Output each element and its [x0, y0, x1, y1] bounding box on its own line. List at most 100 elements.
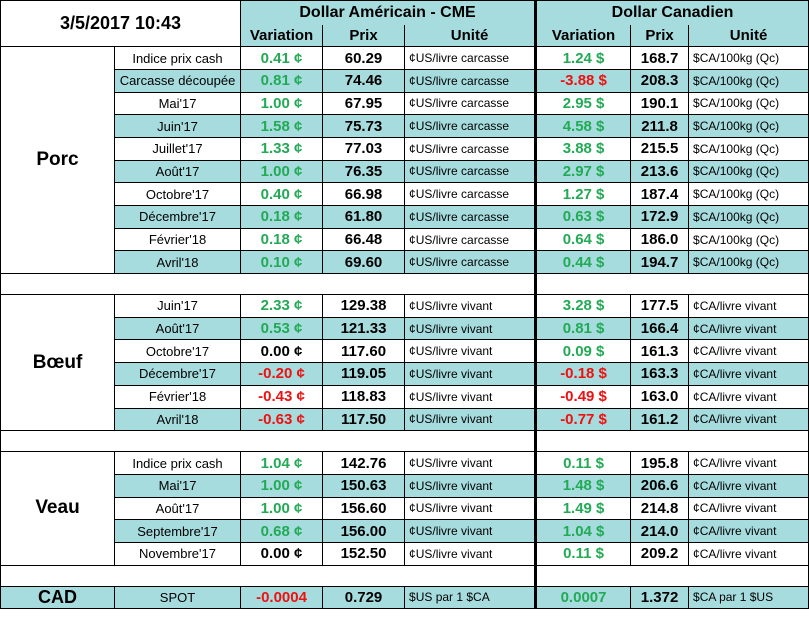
us-unite: ¢US/livre carcasse	[404, 114, 537, 138]
ca-prix: 168.7	[630, 46, 690, 70]
us-prix: 0.729	[322, 585, 406, 610]
ca-unite: $CA par 1 $US	[688, 585, 809, 610]
table-row: Août'17 0.53 ¢ 121.33 ¢US/livre vivant 0.81 …	[1, 316, 809, 341]
ca-variation: 1.24 $	[534, 46, 632, 70]
ca-variation: -0.77 $	[534, 407, 632, 432]
ca-prix: 194.7	[630, 250, 690, 275]
us-unite: ¢US/livre carcasse	[404, 159, 537, 184]
us-variation: 0.18 ¢	[240, 205, 324, 229]
ca-prix: 206.6	[630, 473, 690, 498]
us-variation: 1.00 ¢	[240, 91, 324, 116]
us-variation: 0.53 ¢	[240, 316, 324, 341]
ca-variation: 1.48 $	[534, 473, 632, 498]
row-label: Février'18	[113, 384, 242, 409]
ca-unite: ¢CA/livre vivant	[688, 316, 809, 341]
col-header-ca-unite: Unité	[688, 24, 809, 48]
us-unite: ¢US/livre carcasse	[404, 182, 537, 206]
us-unite: ¢US/livre carcasse	[404, 68, 537, 93]
table-row: Octobre'17 0.40 ¢ 66.98 ¢US/livre carcasse 1…	[1, 182, 809, 206]
us-unite: ¢US/livre vivant	[404, 473, 537, 498]
ca-prix: 1.372	[630, 585, 690, 610]
ca-variation: 3.28 $	[534, 294, 632, 318]
us-prix: 76.35	[322, 159, 406, 184]
row-label: Avril'18	[113, 250, 242, 275]
us-prix: 66.48	[322, 227, 406, 252]
us-unite: ¢US/livre carcasse	[404, 46, 537, 70]
us-variation: 0.68 ¢	[240, 519, 324, 543]
us-unite: ¢US/livre vivant	[404, 384, 537, 409]
us-unite: ¢US/livre vivant	[404, 294, 537, 318]
col-header-us-prix: Prix	[322, 24, 406, 48]
table-row: Juin'17 1.58 ¢ 75.73 ¢US/livre carcasse 4.58…	[1, 114, 809, 138]
us-prix: 117.50	[322, 407, 406, 432]
table-row: Mai'17 1.00 ¢ 67.95 ¢US/livre carcasse 2.95 …	[1, 91, 809, 116]
us-prix: 156.00	[322, 519, 406, 543]
us-variation: 1.04 ¢	[240, 451, 324, 475]
ca-prix: 161.2	[630, 407, 690, 432]
ca-unite: $CA/100kg (Qc)	[688, 114, 809, 138]
row-label: SPOT	[113, 585, 242, 610]
table-row: Décembre'17 0.18 ¢ 61.80 ¢US/livre carcasse…	[1, 205, 809, 229]
table-row: Avril'18 -0.63 ¢ 117.50 ¢US/livre vivant -0.…	[1, 407, 809, 432]
us-prix: 66.98	[322, 182, 406, 206]
us-prix: 150.63	[322, 473, 406, 498]
col-header-us-unite: Unité	[404, 24, 537, 48]
ca-variation: 1.27 $	[534, 182, 632, 206]
table-row: Carcasse découpée 0.81 ¢ 74.46 ¢US/livre ca…	[1, 68, 809, 93]
ca-prix: 211.8	[630, 114, 690, 138]
us-unite: ¢US/livre vivant	[404, 316, 537, 341]
ca-prix: 161.3	[630, 339, 690, 364]
row-label: Juin'17	[113, 294, 242, 318]
row-label: Août'17	[113, 496, 242, 521]
ca-unite: ¢CA/livre vivant	[688, 294, 809, 318]
us-prix: 67.95	[322, 91, 406, 116]
ca-prix: 208.3	[630, 68, 690, 93]
ca-prix: 190.1	[630, 91, 690, 116]
us-variation: 0.10 ¢	[240, 250, 324, 275]
ca-variation: 2.95 $	[534, 91, 632, 116]
ca-variation: -0.49 $	[534, 384, 632, 409]
ca-prix: 187.4	[630, 182, 690, 206]
row-label: Novembre'17	[113, 541, 242, 566]
table-row: Juillet'17 1.33 ¢ 77.03 ¢US/livre carcasse 3…	[1, 136, 809, 161]
us-unite: ¢US/livre vivant	[404, 496, 537, 521]
us-unite: ¢US/livre carcasse	[404, 227, 537, 252]
us-variation: 0.18 ¢	[240, 227, 324, 252]
table-row: Février'18 0.18 ¢ 66.48 ¢US/livre carcasse 0…	[1, 227, 809, 252]
us-variation: -0.0004	[240, 585, 324, 610]
ca-unite: ¢CA/livre vivant	[688, 362, 809, 386]
us-variation: 1.00 ¢	[240, 159, 324, 184]
ca-prix: 163.0	[630, 384, 690, 409]
table-row: Veau Indice prix cash 1.04 ¢ 142.76 ¢US/livr…	[0, 451, 809, 566]
table-row: Août'17 1.00 ¢ 156.60 ¢US/livre vivant 1.49 …	[1, 496, 809, 521]
ca-variation: 1.49 $	[534, 496, 632, 521]
us-variation: 0.40 ¢	[240, 182, 324, 206]
section-spacer	[0, 273, 809, 296]
us-variation: 2.33 ¢	[240, 294, 324, 318]
table-row: Août'17 1.00 ¢ 76.35 ¢US/livre carcasse 2.97…	[1, 159, 809, 184]
ca-unite: $CA/100kg (Qc)	[688, 205, 809, 229]
ca-prix: 186.0	[630, 227, 690, 252]
us-variation: 0.00 ¢	[240, 339, 324, 364]
table-row-cad: CAD SPOT -0.0004 0.729 $US par 1 $CA 0.0007 1.…	[0, 585, 809, 610]
row-label: Avril'18	[113, 407, 242, 432]
us-unite: ¢US/livre vivant	[404, 451, 537, 475]
table-row: Bœuf Juin'17 2.33 ¢ 129.38 ¢US/livre vivant 3…	[0, 294, 809, 432]
ca-variation: 1.04 $	[534, 519, 632, 543]
ca-variation: 0.63 $	[534, 205, 632, 229]
section-name: CAD	[0, 585, 115, 610]
us-unite: ¢US/livre vivant	[404, 407, 537, 432]
ca-unite: $CA/100kg (Qc)	[688, 136, 809, 161]
ca-variation: 4.58 $	[534, 114, 632, 138]
table-row: Porc Indice prix cash 0.41 ¢ 60.29 ¢US/livre…	[0, 46, 809, 275]
ca-variation: 0.09 $	[534, 339, 632, 364]
us-prix: 117.60	[322, 339, 406, 364]
ca-unite: $CA/100kg (Qc)	[688, 250, 809, 275]
section-name: Veau	[0, 451, 115, 566]
ca-prix: 163.3	[630, 362, 690, 386]
ca-unite: $CA/100kg (Qc)	[688, 227, 809, 252]
us-unite: ¢US/livre vivant	[404, 541, 537, 566]
row-label: Septembre'17	[113, 519, 242, 543]
ca-variation: 0.64 $	[534, 227, 632, 252]
us-prix: 77.03	[322, 136, 406, 161]
